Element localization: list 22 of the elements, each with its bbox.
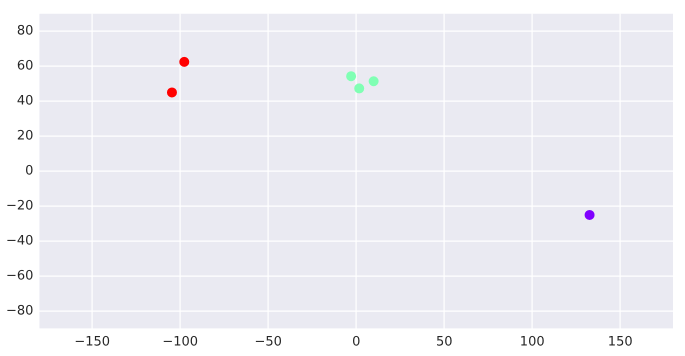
y-tick-label: −80 [6,303,34,318]
x-tick-label: −150 [74,334,110,350]
x-tick-label: −50 [254,334,282,350]
x-tick-label: −100 [162,334,198,350]
x-tick-label: 50 [436,334,452,350]
point [584,210,595,220]
point [346,71,356,82]
y-tick-label: −40 [6,233,34,248]
x-tick-label: 150 [608,334,633,350]
point [179,56,190,67]
y-tick-label: −60 [6,268,34,284]
x-tick-label: 0 [352,334,360,350]
y-tick-label: 20 [16,128,34,144]
y-tick-label: 80 [16,24,34,39]
y-tick-label: 0 [25,163,34,178]
point [368,76,379,86]
y-tick-label: −20 [6,198,34,214]
y-tick-label: 40 [16,94,34,109]
y-tick-label: 60 [16,58,34,74]
point [166,87,177,98]
point [354,83,364,94]
x-tick-label: 100 [520,334,545,350]
